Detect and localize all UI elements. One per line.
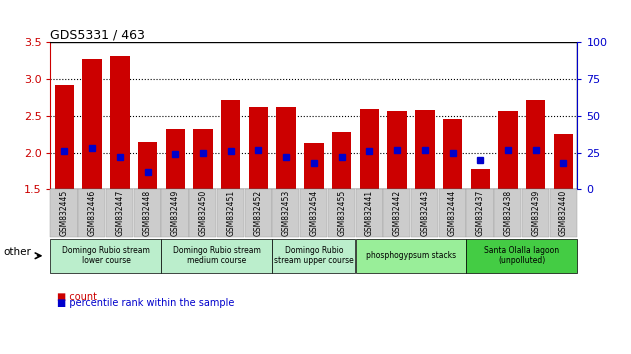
- Bar: [526, 100, 545, 189]
- Bar: [110, 56, 129, 189]
- Bar: [193, 129, 213, 189]
- Bar: [165, 129, 185, 189]
- Text: GSM832444: GSM832444: [448, 190, 457, 236]
- Text: GSM832452: GSM832452: [254, 190, 263, 236]
- Text: GSM832449: GSM832449: [171, 190, 180, 236]
- Text: GSM832437: GSM832437: [476, 190, 485, 236]
- Bar: [249, 107, 268, 189]
- Text: GSM832450: GSM832450: [199, 190, 208, 236]
- Text: Domingo Rubio stream
medium course: Domingo Rubio stream medium course: [173, 246, 261, 266]
- Text: GSM832447: GSM832447: [115, 190, 124, 236]
- Bar: [443, 119, 463, 189]
- Text: GSM832439: GSM832439: [531, 190, 540, 236]
- Text: GSM832443: GSM832443: [420, 190, 429, 236]
- Bar: [360, 109, 379, 189]
- Text: phosphogypsum stacks: phosphogypsum stacks: [366, 251, 456, 260]
- Bar: [471, 169, 490, 189]
- Text: GSM832454: GSM832454: [309, 190, 319, 236]
- Text: Domingo Rubio
stream upper course: Domingo Rubio stream upper course: [274, 246, 354, 266]
- Text: GSM832440: GSM832440: [559, 190, 568, 236]
- Bar: [387, 111, 407, 189]
- Bar: [498, 111, 518, 189]
- Bar: [332, 132, 351, 189]
- Bar: [55, 85, 74, 189]
- Text: GDS5331 / 463: GDS5331 / 463: [50, 28, 145, 41]
- Text: ■ percentile rank within the sample: ■ percentile rank within the sample: [57, 298, 234, 308]
- Bar: [276, 107, 296, 189]
- Bar: [554, 134, 573, 189]
- Bar: [221, 100, 240, 189]
- Text: ■ count: ■ count: [57, 292, 97, 302]
- Bar: [138, 142, 157, 189]
- Text: GSM832442: GSM832442: [392, 190, 401, 236]
- Bar: [415, 110, 435, 189]
- Bar: [83, 59, 102, 189]
- Text: GSM832448: GSM832448: [143, 190, 152, 236]
- Text: GSM832441: GSM832441: [365, 190, 374, 236]
- Text: Santa Olalla lagoon
(unpolluted): Santa Olalla lagoon (unpolluted): [485, 246, 560, 266]
- Text: GSM832451: GSM832451: [227, 190, 235, 236]
- Text: GSM832453: GSM832453: [281, 190, 291, 236]
- Text: Domingo Rubio stream
lower course: Domingo Rubio stream lower course: [62, 246, 150, 266]
- Text: other: other: [3, 247, 31, 257]
- Text: GSM832455: GSM832455: [337, 190, 346, 236]
- Bar: [304, 143, 324, 189]
- Text: GSM832446: GSM832446: [88, 190, 97, 236]
- Text: GSM832438: GSM832438: [504, 190, 512, 236]
- Text: GSM832445: GSM832445: [60, 190, 69, 236]
